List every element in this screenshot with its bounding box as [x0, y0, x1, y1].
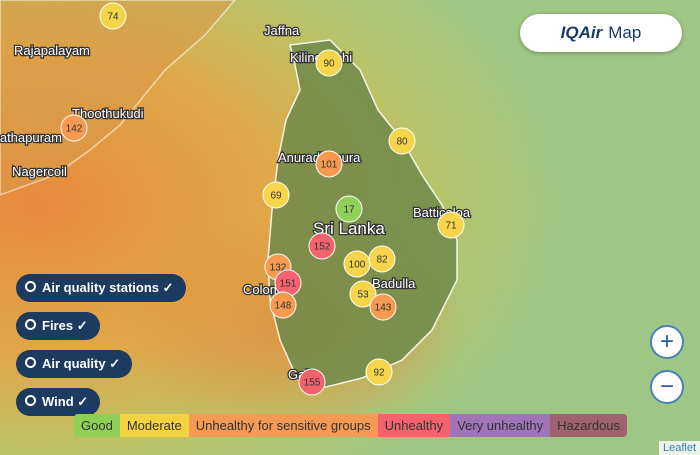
station-marker[interactable]: 71: [437, 211, 465, 239]
station-dot: [60, 114, 88, 142]
station-marker[interactable]: 92: [365, 358, 393, 386]
layer-toggle[interactable]: Fires: [16, 312, 100, 340]
station-dot: [298, 368, 326, 396]
station-marker[interactable]: 69: [262, 181, 290, 209]
legend-item: Moderate: [119, 414, 189, 437]
place-label: Ramanathapuram: [0, 130, 62, 145]
attribution[interactable]: Leaflet: [658, 441, 700, 455]
station-aqi: 100: [349, 260, 366, 271]
station-dot: [365, 358, 393, 386]
station-aqi: 53: [357, 290, 369, 301]
station-dot: [269, 291, 297, 319]
station-marker[interactable]: 100: [343, 250, 371, 278]
station-dot: [99, 2, 127, 30]
layer-toggle[interactable]: Air quality: [16, 350, 133, 378]
station-marker[interactable]: 17: [335, 195, 363, 223]
layer-toggles: Air quality stations Fires Air quality Wind: [16, 274, 186, 416]
station-aqi: 90: [323, 59, 335, 70]
station-marker[interactable]: 80: [388, 127, 416, 155]
station-aqi: 101: [321, 160, 338, 171]
station-marker[interactable]: 82: [368, 245, 396, 273]
brand-name: IQAir: [560, 23, 603, 42]
island: [267, 39, 458, 389]
layer-toggle[interactable]: Air quality stations: [16, 274, 186, 302]
india-coast: [0, 0, 236, 196]
place-label: Sri Lanka: [313, 219, 385, 238]
station-marker[interactable]: 74: [99, 2, 127, 30]
legend-item: Very unhealthy: [450, 414, 551, 437]
place-label: Rajapalayam: [14, 43, 90, 58]
station-dot: [335, 195, 363, 223]
station-aqi: 148: [275, 301, 292, 312]
station-aqi: 143: [375, 303, 392, 314]
station-aqi: 82: [376, 255, 388, 266]
station-aqi: 151: [280, 279, 297, 290]
station-dot: [388, 127, 416, 155]
station-aqi: 155: [304, 378, 321, 389]
station-marker[interactable]: 90: [315, 49, 343, 77]
station-marker[interactable]: 148: [269, 291, 297, 319]
legend-item: Hazardous: [550, 414, 628, 437]
station-marker[interactable]: 151: [274, 269, 302, 297]
place-label: Thoothukudi: [72, 106, 144, 121]
station-dot: [315, 49, 343, 77]
layer-toggle[interactable]: Wind: [16, 388, 101, 416]
station-aqi: 74: [107, 12, 119, 23]
brand-badge[interactable]: IQAir Map: [520, 14, 682, 52]
station-aqi: 17: [343, 205, 355, 216]
brand-label: Map: [608, 23, 642, 42]
station-dot: [437, 211, 465, 239]
station-dot: [308, 232, 336, 260]
station-dot: [262, 181, 290, 209]
station-aqi: 92: [373, 368, 385, 379]
station-dot: [349, 280, 377, 308]
station-aqi: 152: [314, 242, 331, 253]
station-marker[interactable]: 152: [308, 232, 336, 260]
station-dot: [315, 150, 343, 178]
place-label: Jaffna: [264, 23, 300, 38]
legend-item: Unhealthy: [377, 414, 451, 437]
station-marker[interactable]: 53: [349, 280, 377, 308]
station-marker[interactable]: 155: [298, 368, 326, 396]
legend-item: Good: [74, 414, 120, 437]
station-aqi: 142: [66, 124, 83, 135]
station-dot: [368, 245, 396, 273]
zoom-out[interactable]: −: [650, 370, 684, 404]
station-marker[interactable]: 142: [60, 114, 88, 142]
station-aqi: 69: [270, 191, 282, 202]
station-aqi: 132: [270, 263, 287, 274]
station-marker[interactable]: 101: [315, 150, 343, 178]
aqi-legend: Good Moderate Unhealthy for sensitive grou…: [74, 414, 628, 437]
station-marker[interactable]: 143: [369, 293, 397, 321]
place-label: Badulla: [372, 276, 416, 291]
place-label: Nagercoil: [12, 164, 67, 179]
station-aqi: 80: [396, 137, 408, 148]
zoom-in[interactable]: +: [650, 325, 684, 359]
legend-item: Unhealthy for sensitive groups: [188, 414, 378, 437]
station-dot: [369, 293, 397, 321]
station-aqi: 71: [445, 221, 457, 232]
